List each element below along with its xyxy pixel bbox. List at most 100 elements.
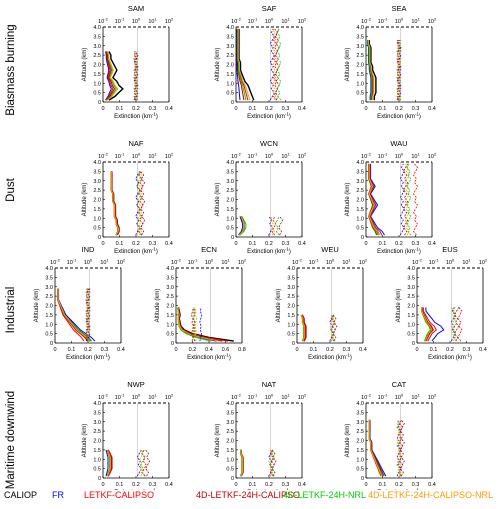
x-tick-label: 0.1 — [116, 482, 124, 488]
series-log-line-4d-letkf-24h-calipso-nrl — [194, 307, 198, 342]
series-log-line-4d-letkf-24h-nrl — [269, 449, 275, 477]
panel-wau: WAU 0 0.5 1.0 1.5 2.0 2.5 3.0 3.5 4.0 Altitude (km… — [345, 139, 437, 255]
y-tick-label: 1.5 — [45, 313, 53, 319]
panel-naf: NAF 0 0.5 1.0 1.5 2.0 2.5 3.0 3.5 4.0 Altitude (km… — [82, 139, 174, 255]
top-tick-label: 10-1 — [378, 393, 388, 402]
top-tick-label: 10-2 — [292, 258, 302, 267]
y-tick-label: 3.0 — [226, 44, 234, 50]
top-tick-label: 101 — [100, 258, 109, 267]
series-log-line-4d-letkf-24h-calipso-nrl — [450, 307, 456, 342]
top-tick-exp: 0 — [271, 393, 274, 398]
series-log-line-fr — [136, 449, 142, 477]
top-tick-exp: 0 — [271, 152, 274, 157]
y-axis-label: Altitude (km) — [82, 183, 88, 217]
top-tick-exp: -1 — [73, 258, 77, 263]
x-tick-label: 0.4 — [205, 347, 213, 353]
top-tick-exp: 1 — [227, 258, 230, 263]
y-tick-label: 1.5 — [356, 72, 364, 78]
x-tick-label: 0.4 — [359, 347, 367, 353]
y-tick-label: 2.0 — [226, 439, 234, 445]
series-line-letkf-calipso — [301, 314, 306, 342]
x-tick-label: 0.2 — [265, 106, 273, 112]
y-axis-label: Altitude (km) — [215, 183, 221, 217]
series-line-4d-letkf-24h-calipso — [301, 314, 307, 342]
top-tick-exp: 2 — [244, 258, 247, 263]
x-axis-label-close: ) — [470, 355, 472, 361]
x-tick-label: 0.2 — [132, 482, 140, 488]
series-line-4d-letkf-24h-calipso-nrl — [110, 171, 119, 236]
x-tick-label: 0.2 — [189, 347, 197, 353]
series-line-4d-letkf-24h-calipso — [369, 419, 385, 477]
top-tick-exp: -2 — [56, 258, 60, 263]
top-tick-exp: 1 — [106, 258, 109, 263]
y-tick-label: 4.0 — [93, 401, 101, 407]
x-axis-label-exp: -1 — [225, 353, 229, 358]
series-line-4d-letkf-24h-calipso — [107, 449, 112, 477]
series-log-line-4d-letkf-24h-nrl — [140, 449, 146, 477]
series-log-line-4d-letkf-24h-calipso — [133, 51, 139, 101]
x-axis-label-exp: -1 — [152, 247, 156, 252]
panel-title: NAT — [262, 380, 277, 389]
top-tick-exp: -2 — [104, 152, 108, 157]
top-tick-label: 101 — [148, 152, 157, 161]
y-tick-label: 4.0 — [45, 266, 53, 272]
y-tick-label: 0 — [171, 341, 174, 347]
top-tick-label: 101 — [281, 393, 290, 402]
top-tick-label: 102 — [298, 393, 307, 402]
series-log-line-fr — [269, 28, 275, 101]
top-tick-exp: -1 — [254, 393, 258, 398]
y-tick-label: 2.0 — [356, 63, 364, 69]
y-tick-label: 1.5 — [93, 72, 101, 78]
x-axis-label-exp: -1 — [415, 247, 419, 252]
y-tick-label: 0.5 — [226, 226, 234, 232]
top-tick-exp: 1 — [417, 152, 420, 157]
x-tick-label: 0.3 — [149, 106, 157, 112]
panel-title: NWP — [127, 380, 145, 389]
y-axis-label: Altitude (km) — [155, 289, 161, 323]
panel-ecn: ECN 0 0.5 1.0 1.5 2.0 2.5 3.0 3.5 4.0 Altitude (km… — [155, 245, 247, 361]
top-tick-exp: -1 — [384, 393, 388, 398]
panel-title: EUS — [442, 245, 457, 254]
top-tick-exp: -1 — [384, 152, 388, 157]
y-tick-label: 3.0 — [45, 285, 53, 291]
panel-title: NAF — [129, 139, 144, 148]
x-tick-label: 0.3 — [463, 347, 471, 353]
series-log-line-fr — [268, 449, 274, 477]
top-tick-exp: -2 — [367, 152, 371, 157]
x-axis-label-close: ) — [419, 249, 421, 255]
top-tick-exp: -2 — [237, 17, 241, 22]
figure-canvas: Biasmass burning Dust Industrial Maritime d… — [5, 4, 488, 490]
top-tick-label: 100 — [265, 17, 274, 26]
y-tick-label: 3.5 — [226, 410, 234, 416]
x-axis-label: Extinction (km-1) — [247, 247, 291, 256]
series-log-line-4d-letkf-24h-calipso — [145, 449, 150, 477]
x-tick-label: 0.2 — [395, 106, 403, 112]
top-tick-label: 10-1 — [378, 17, 388, 26]
top-tick-label: 101 — [462, 258, 471, 267]
series-log-line-4d-letkf-24h-calipso — [454, 307, 460, 342]
series-log-line-letkf-calipso — [413, 163, 418, 236]
series-log-line-4d-letkf-24h-nrl — [330, 314, 336, 342]
top-tick-exp: 1 — [154, 17, 157, 22]
legend-item: 4D-LETKF-24H-NRL — [283, 490, 367, 500]
top-tick-label: 100 — [265, 393, 274, 402]
x-tick-label: 0 — [415, 347, 418, 353]
top-tick-label: 102 — [165, 17, 174, 26]
y-tick-label: 1.5 — [226, 207, 234, 213]
legend-item: 4D-LETKF-24H-CALIPSO-NRL — [368, 490, 494, 500]
top-tick-label: 100 — [84, 258, 93, 267]
x-axis-label: Extinction (km-1) — [377, 247, 421, 256]
y-tick-label: 2.5 — [407, 294, 415, 300]
x-axis-label-close: ) — [229, 355, 231, 361]
top-tick-label: 102 — [428, 17, 437, 26]
y-tick-label: 1.5 — [166, 313, 174, 319]
y-tick-label: 1.0 — [356, 216, 364, 222]
y-tick-label: 0.5 — [45, 332, 53, 338]
top-tick-label: 100 — [326, 258, 335, 267]
x-tick-label: 0.4 — [298, 241, 306, 247]
x-tick-label: 0.2 — [132, 241, 140, 247]
top-tick-exp: -2 — [298, 258, 302, 263]
top-tick-exp: 0 — [138, 152, 141, 157]
top-tick-label: 101 — [148, 17, 157, 26]
top-tick-exp: -1 — [254, 17, 258, 22]
